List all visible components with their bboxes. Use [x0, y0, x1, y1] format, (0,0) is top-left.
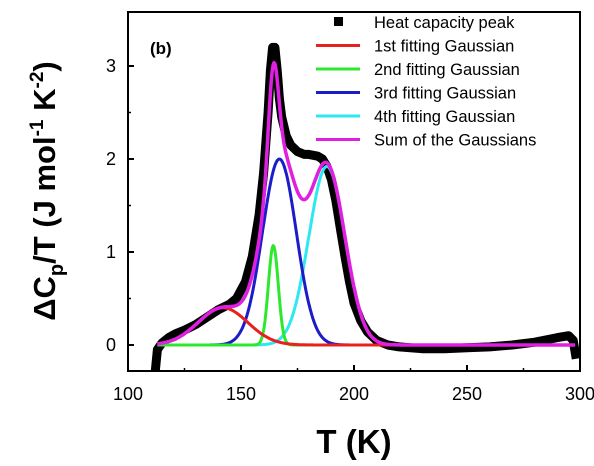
- series-sum-gaussians: [156, 60, 576, 347]
- x-tick-label: 100: [113, 384, 143, 404]
- series-gaussian-3: [156, 157, 576, 347]
- x-tick-label: 250: [452, 384, 482, 404]
- tick-marks: [127, 65, 581, 371]
- legend-label: 1st fitting Gaussian: [374, 38, 514, 56]
- y-tick-label: 3: [106, 56, 116, 76]
- x-tick-label: 150: [226, 384, 256, 404]
- x-tick-label: 200: [339, 384, 369, 404]
- legend-label: Sum of the Gaussians: [374, 132, 536, 150]
- legend: Heat capacity peak 1st fitting Gaussian 2n…: [316, 14, 536, 150]
- x-tick-label: 300: [565, 384, 594, 404]
- y-tick-label: 0: [106, 335, 116, 355]
- legend-label: 4th fitting Gaussian: [374, 108, 515, 126]
- x-tick-labels: 100 150 200 250 300: [113, 384, 594, 404]
- legend-label: 2nd fitting Gaussian: [374, 61, 520, 79]
- panel-label: (b): [150, 39, 172, 58]
- y-axis-title-units: /T (J mol: [27, 136, 62, 263]
- series-layer: [150, 42, 580, 371]
- y-axis-title-close: ): [27, 61, 62, 71]
- y-tick-label: 2: [106, 149, 116, 169]
- y-axis-title-exp-1: -1: [27, 119, 48, 136]
- y-tick-label: 1: [106, 242, 116, 262]
- y-axis-title-subscript-p: p: [46, 264, 68, 276]
- y-tick-labels: 0 1 2 3: [106, 56, 116, 355]
- legend-label: Heat capacity peak: [374, 14, 515, 32]
- y-axis-title-exp-2: -2: [27, 72, 48, 89]
- y-axis-title-k: K: [27, 88, 62, 120]
- legend-marker-heat-capacity-peak: [334, 17, 343, 26]
- series-gaussian-4: [156, 165, 576, 347]
- x-axis-title: T (K): [316, 423, 391, 460]
- legend-label: 3rd fitting Gaussian: [374, 85, 516, 103]
- y-axis-title-delta-c: ΔC: [27, 276, 62, 321]
- y-axis-title: ΔCp/T (J mol-1 K-2): [27, 61, 68, 320]
